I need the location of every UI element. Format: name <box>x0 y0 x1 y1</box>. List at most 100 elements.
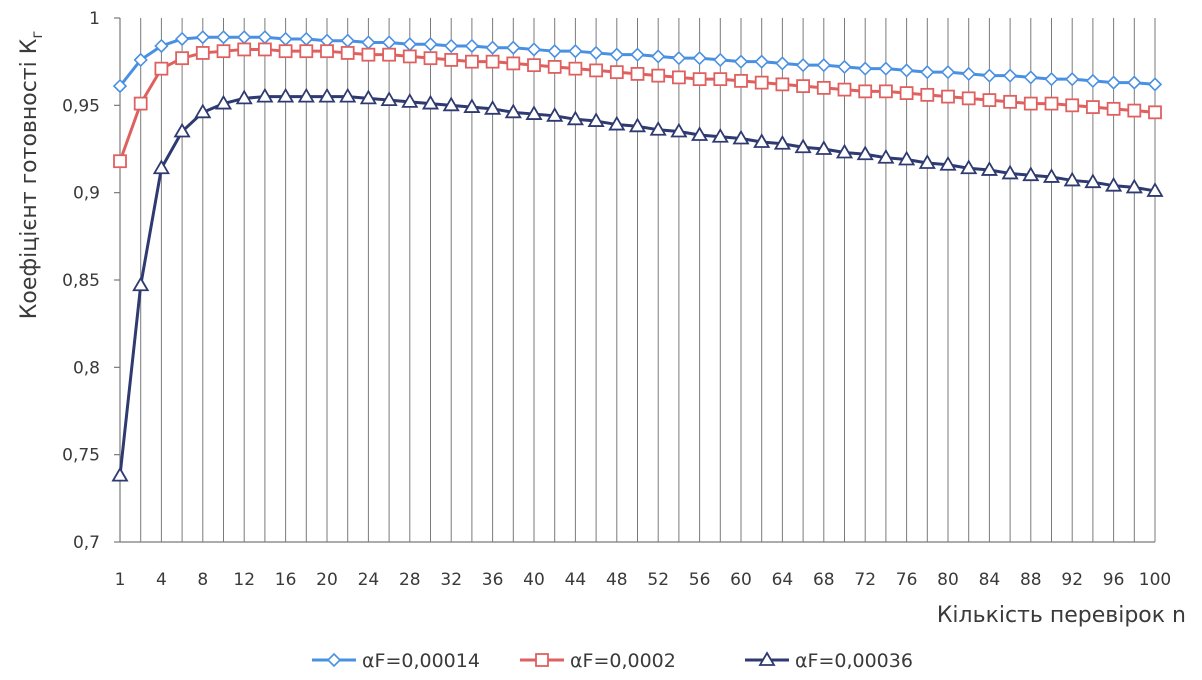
data-point <box>732 129 750 145</box>
data-point <box>672 70 686 85</box>
data-point <box>775 77 790 92</box>
data-point <box>154 61 169 76</box>
data-point <box>1023 96 1038 111</box>
data-point <box>566 110 584 126</box>
legend: αF=0,00014 αF=0,0002 αF=0,00036 <box>312 650 913 672</box>
data-point <box>939 155 957 171</box>
x-tick-label: 1 <box>115 570 126 590</box>
data-point <box>1106 75 1121 90</box>
data-point <box>609 47 624 62</box>
data-point <box>339 87 357 103</box>
data-point <box>670 122 688 138</box>
data-point <box>402 49 417 64</box>
data-point <box>899 63 914 78</box>
data-point <box>753 133 771 148</box>
data-point <box>1127 75 1142 90</box>
x-tick-label: 24 <box>358 570 380 590</box>
data-point <box>546 107 564 122</box>
data-point <box>382 47 397 62</box>
data-point <box>340 46 355 60</box>
legend-label: αF=0,00036 <box>795 650 913 672</box>
data-point <box>920 65 935 80</box>
data-point <box>173 122 191 138</box>
data-point <box>1127 103 1142 118</box>
data-point <box>444 53 459 67</box>
y-tick-labels: 0,7 0,75 0,8 0,85 0,9 0,95 1 <box>62 9 100 553</box>
data-point <box>257 30 273 45</box>
data-point <box>1044 72 1059 87</box>
x-tick-label: 68 <box>813 570 835 590</box>
data-point <box>547 44 562 59</box>
y-tick-label: 0,95 <box>62 96 100 116</box>
y-tick-label: 0,85 <box>62 271 100 291</box>
x-axis-title: Кількість перевірок n <box>937 603 1186 628</box>
data-point <box>918 154 936 169</box>
x-tick-label: 72 <box>854 570 876 590</box>
data-point <box>899 86 914 101</box>
legend-label: αF=0,00014 <box>362 650 480 672</box>
data-point <box>794 138 812 154</box>
data-point <box>506 56 521 71</box>
data-point <box>111 466 129 482</box>
data-point <box>113 154 127 169</box>
data-point <box>1002 68 1018 83</box>
data-point <box>237 42 252 57</box>
data-point <box>504 103 522 119</box>
data-point <box>297 87 315 103</box>
data-point <box>1147 77 1163 92</box>
data-point <box>421 94 440 110</box>
x-tick-label: 16 <box>275 570 297 590</box>
data-point <box>133 52 148 68</box>
data-point <box>132 276 150 292</box>
data-point <box>711 127 729 143</box>
data-point <box>444 38 459 54</box>
x-tick-label: 80 <box>937 570 959 590</box>
data-point <box>278 31 293 47</box>
series-1 <box>112 30 1163 94</box>
x-tick-label: 12 <box>233 570 255 590</box>
data-point <box>442 96 460 112</box>
data-point <box>526 42 542 57</box>
data-point <box>318 87 336 103</box>
data-point <box>1105 176 1123 192</box>
data-point <box>1085 73 1101 89</box>
data-point <box>361 35 376 50</box>
x-tick-label: 52 <box>647 570 669 590</box>
data-point <box>980 161 998 176</box>
data-point <box>587 112 605 127</box>
data-point <box>961 91 976 106</box>
data-point <box>568 44 583 59</box>
data-point <box>423 51 438 66</box>
data-point <box>527 58 541 73</box>
data-point <box>1065 98 1080 113</box>
data-point <box>1001 164 1019 180</box>
data-point <box>485 54 500 69</box>
data-point <box>754 54 769 69</box>
data-point <box>256 87 274 103</box>
data-point <box>1022 166 1040 182</box>
data-point <box>1003 94 1017 109</box>
y-axis-title-main: Коефіцієнт готовності К <box>17 38 42 319</box>
data-point <box>277 87 295 103</box>
data-point <box>1125 178 1143 194</box>
data-point <box>692 51 707 66</box>
data-point <box>733 54 749 69</box>
data-point <box>320 44 334 59</box>
data-point <box>879 84 893 99</box>
data-point <box>1086 100 1100 114</box>
data-point <box>547 60 562 74</box>
data-point <box>651 68 666 83</box>
data-point <box>815 140 833 155</box>
y-tick-label: 1 <box>89 9 100 29</box>
x-tick-label: 28 <box>399 570 421 590</box>
legend-entry: αF=0,0002 <box>520 650 676 672</box>
x-tick-label: 36 <box>482 570 504 590</box>
data-point <box>588 45 604 61</box>
data-point <box>1063 171 1081 187</box>
data-point <box>628 117 647 133</box>
data-point <box>589 63 603 78</box>
data-point <box>568 61 583 76</box>
data-point <box>940 65 956 80</box>
data-point <box>837 59 852 75</box>
